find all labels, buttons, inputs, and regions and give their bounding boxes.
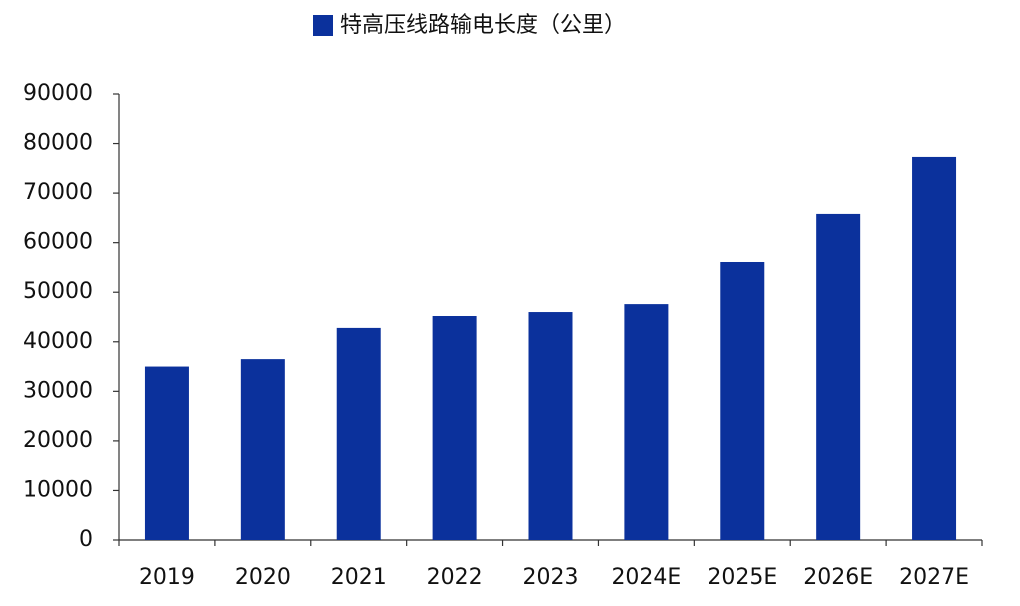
bar — [144, 366, 189, 540]
y-tick-label: 60000 — [23, 230, 93, 255]
legend-swatch — [313, 15, 333, 36]
bar — [816, 213, 861, 540]
y-tick-label: 40000 — [23, 329, 93, 354]
y-tick-label: 50000 — [23, 279, 93, 304]
y-tick-label: 10000 — [23, 477, 93, 502]
x-tick-label: 2023 — [523, 565, 579, 590]
bar — [336, 327, 381, 540]
x-tick-label: 2027E — [899, 565, 969, 590]
bar — [720, 261, 765, 540]
x-tick-label: 2020 — [235, 565, 291, 590]
bar — [624, 304, 669, 540]
x-tick-label: 2019 — [139, 565, 195, 590]
x-tick-label: 2026E — [803, 565, 873, 590]
bar — [912, 156, 957, 541]
x-tick-label: 2021 — [331, 565, 387, 590]
y-tick-label: 80000 — [23, 131, 93, 156]
bar — [432, 316, 477, 540]
y-tick-label: 20000 — [23, 428, 93, 453]
legend-label: 特高压线路输电长度（公里） — [340, 13, 626, 38]
y-tick-label: 90000 — [23, 81, 93, 106]
y-tick-label: 70000 — [23, 180, 93, 205]
y-tick-label: 30000 — [23, 378, 93, 403]
y-tick-label: 0 — [79, 527, 93, 552]
x-tick-label: 2024E — [611, 565, 681, 590]
bar — [240, 359, 285, 540]
bar — [528, 312, 573, 540]
x-tick-label: 2025E — [707, 565, 777, 590]
x-tick-label: 2022 — [427, 565, 483, 590]
